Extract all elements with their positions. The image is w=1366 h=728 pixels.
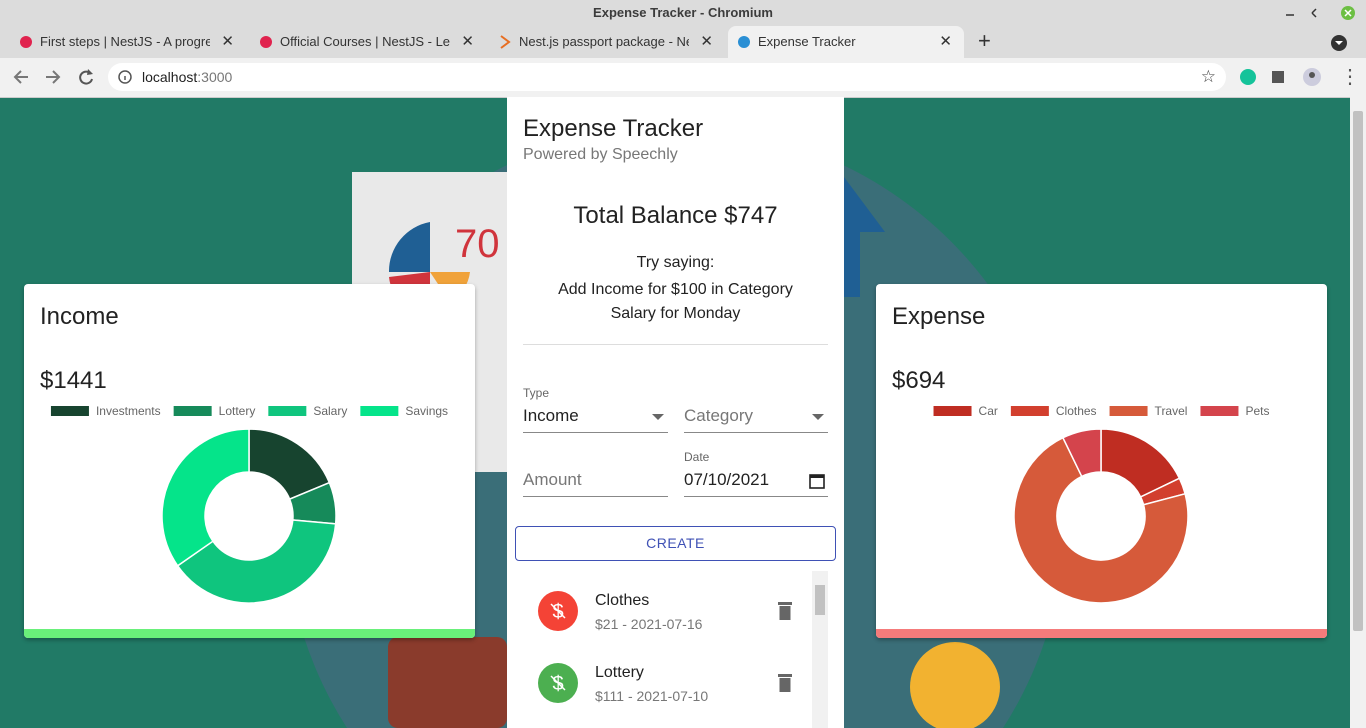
hint-label: Try saying: — [636, 254, 715, 271]
legend-swatch — [1010, 406, 1049, 416]
chart-total: $1441 — [40, 367, 107, 394]
doughnut-segment — [161, 428, 250, 567]
legend-label: Travel — [1155, 404, 1188, 418]
transaction[interactable]: $ Clothes $21 - 2021-07-16 — [523, 587, 812, 647]
transaction-category: Clothes — [595, 592, 650, 609]
doughnut-segment — [176, 519, 337, 604]
legend-label: Investments — [96, 404, 161, 418]
tab-search[interactable] — [1330, 34, 1348, 52]
doughnut-segment — [1013, 436, 1189, 604]
type-value: Income — [523, 406, 579, 425]
avatar-slash — [550, 603, 566, 619]
transaction-list: $ Clothes $21 - 2021-07-16 $ Lottery $111 - 2… — [523, 571, 812, 728]
tab[interactable]: Nest.js passport package - Ne ✕ — [489, 26, 725, 58]
income-card: Income $1441 Investments Lottery Salary Savin… — [24, 284, 475, 638]
trash-lid — [778, 674, 792, 677]
chart-title: Income — [40, 303, 119, 330]
tab-title: Expense Tracker — [758, 34, 856, 49]
legend-swatch — [360, 406, 399, 416]
trash-lid — [778, 602, 792, 605]
accent-bar — [876, 629, 1327, 638]
expense-chart: Expense $694 Car Clothes Travel Pets — [876, 303, 1327, 638]
nav-buttons[interactable] — [10, 66, 100, 88]
list-scrollbar — [812, 571, 828, 728]
date-value: 07/10/2021 — [684, 470, 770, 489]
new-tab[interactable]: + — [978, 28, 991, 53]
legend-swatch — [1200, 406, 1239, 416]
transaction-avatar: $ — [538, 663, 578, 703]
app-title: Expense Tracker — [523, 115, 704, 142]
url-port: :3000 — [197, 69, 233, 85]
income-chart: Income $1441 Investments Lottery Salary Savin… — [24, 303, 475, 638]
amount-placeholder: Amount — [523, 470, 582, 489]
chart-title: Expense — [892, 303, 985, 330]
create-button[interactable]: CREATE — [515, 526, 836, 561]
transaction-detail: $111 - 2021-07-10 — [595, 688, 709, 704]
legend-swatch — [1109, 406, 1148, 416]
type-label: Type — [523, 386, 550, 400]
hint: Add Income for $100 in Category Salary f… — [558, 281, 793, 322]
chart-total: $694 — [892, 367, 945, 394]
balance: Total Balance $747 — [573, 202, 778, 229]
trash-body — [779, 606, 791, 620]
doughnut-segment — [1061, 428, 1102, 478]
transaction-category: Lottery — [595, 664, 644, 681]
tab[interactable]: Expense Tracker ✕ — [728, 26, 964, 58]
toolbar: localhost:3000 ☆ ⋮ — [0, 58, 1366, 98]
window-title: Expense Tracker - Chromium — [0, 0, 1366, 26]
trash-body — [779, 678, 791, 692]
tab[interactable]: Official Courses | NestJS - Lea ✕ — [250, 26, 486, 58]
extensions[interactable] — [1238, 67, 1328, 87]
delete-button[interactable] — [777, 601, 793, 621]
tab-title: Nest.js passport package - Ne — [519, 34, 689, 49]
tab-title: First steps | NestJS - A progre — [40, 34, 210, 49]
avatar-slash — [550, 675, 566, 691]
amount-input[interactable]: Amount — [523, 466, 668, 497]
transaction-detail: $21 - 2021-07-16 — [595, 616, 703, 632]
address-bar[interactable]: localhost:3000 ☆ — [108, 63, 1226, 91]
tab-title: Official Courses | NestJS - Lea — [280, 34, 450, 49]
divider — [523, 344, 828, 345]
legend-swatch — [268, 406, 307, 416]
category-placeholder: Category — [684, 406, 753, 425]
legend-label: Pets — [1245, 404, 1269, 418]
expense-card: Expense $694 Car Clothes Travel Pets — [876, 284, 1327, 638]
category-select[interactable]: Category — [684, 402, 828, 433]
url-host: localhost — [142, 69, 198, 85]
legend-label: Salary — [313, 404, 347, 418]
transaction-avatar: $ — [538, 591, 578, 631]
date-input[interactable]: 07/10/2021 — [684, 466, 828, 497]
date-label: Date — [684, 450, 710, 464]
window-controls — [1286, 6, 1355, 20]
page-scrollbar — [1350, 97, 1366, 728]
app-subtitle: Powered by Speechly — [523, 146, 678, 163]
legend-swatch — [50, 406, 89, 416]
legend-label: Clothes — [1056, 404, 1097, 418]
svg-text:70: 70 — [455, 222, 500, 266]
main-panel: Expense Tracker Powered by Speechly Tota… — [507, 97, 844, 728]
tab[interactable]: First steps | NestJS - A progre ✕ — [10, 26, 246, 58]
legend-label: Car — [979, 404, 998, 418]
tab-strip: First steps | NestJS - A progre ✕ Officia… — [0, 26, 1366, 58]
type-select[interactable]: Income — [523, 402, 668, 433]
legend: Investments Lottery Salary Savings — [50, 404, 448, 418]
menu[interactable]: ⋮ — [1340, 66, 1360, 88]
legend-label: Savings — [405, 404, 448, 418]
accent-bar — [24, 629, 475, 638]
delete-button[interactable] — [777, 673, 793, 693]
legend-swatch — [933, 406, 972, 416]
legend: Car Clothes Travel Pets — [933, 404, 1269, 418]
transaction[interactable]: $ Lottery $111 - 2021-07-10 — [523, 659, 812, 719]
legend-swatch — [173, 406, 212, 416]
legend-label: Lottery — [219, 404, 256, 418]
